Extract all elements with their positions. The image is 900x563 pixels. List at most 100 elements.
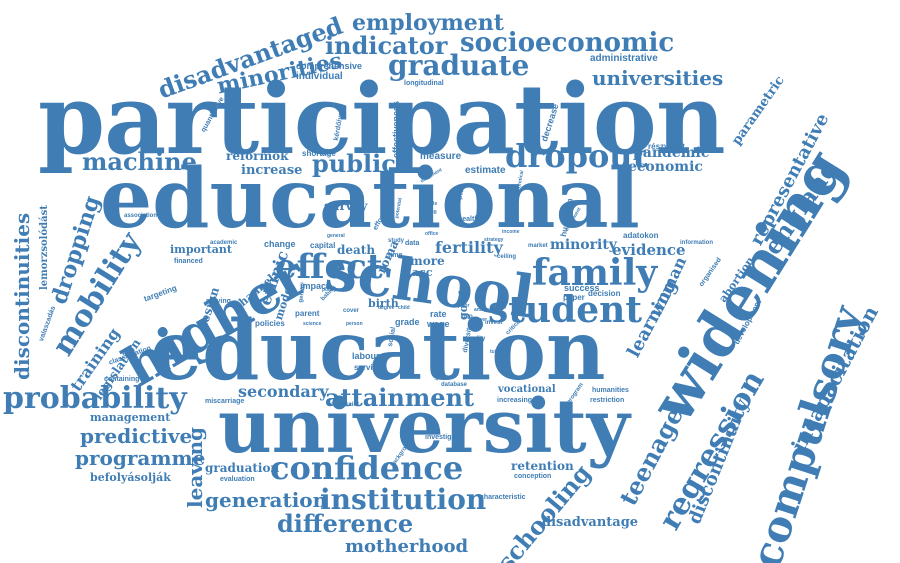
word-reszvetelt: részvételt [648, 142, 685, 151]
word-socioeconomic: socioeconomic [460, 28, 675, 58]
word-market: market [528, 243, 548, 249]
word-humanities: humanities [592, 387, 629, 394]
word-miscarriage: miscarriage [205, 398, 245, 405]
word-data: data [405, 240, 420, 247]
word-investigate: investigate [425, 434, 462, 441]
word-indicator: indicator [325, 31, 448, 60]
word-management: management [90, 411, 171, 424]
word-parent: parent [295, 309, 320, 318]
word-quality: quality [466, 336, 486, 342]
word-participation: participation [38, 63, 726, 176]
word-attainment: attainment [325, 383, 475, 412]
word-generation: generation [205, 488, 328, 512]
word-discontinuities: discontinuities [10, 212, 34, 380]
word-capital: capital [310, 241, 336, 250]
word-birth: birth [368, 297, 399, 310]
word-science: science [303, 321, 322, 327]
word-prior: prior [458, 303, 470, 309]
word-conception: conception [514, 473, 552, 480]
word-lemorzsolodast: lemorzsolódást [39, 205, 50, 290]
word-graduation: graduation [205, 461, 280, 475]
word-more: more [410, 254, 445, 268]
word-financed: financed [174, 258, 203, 265]
word-rate: rate [430, 309, 447, 319]
word-parametric: parametric [729, 73, 788, 149]
word-employment: employment [352, 10, 504, 36]
word-association: association [124, 213, 158, 219]
word-probability: probability [3, 381, 187, 416]
word-evaluation: evaluation [220, 476, 255, 483]
word-shortage: shortage [302, 149, 336, 158]
word-paper: paper [563, 293, 585, 302]
word-minority: minority [550, 237, 617, 253]
word-service: service [354, 363, 382, 372]
word-leaving: leaving [183, 426, 207, 508]
word-evidence: evidence [612, 241, 686, 259]
word-retention: retention [511, 459, 574, 473]
word-analysis: analysis [474, 307, 494, 313]
word-important: important [170, 243, 232, 256]
word-information: information [680, 240, 713, 246]
word-degree: degree [378, 305, 395, 311]
word-constraint: constraint [330, 402, 360, 408]
word-educational: educational [100, 151, 640, 247]
word-income: income [502, 229, 520, 235]
word-child: child [398, 305, 410, 311]
word-moving: moving [206, 298, 231, 305]
word-characteristic: characteristic [480, 494, 526, 501]
word-machine: machine [82, 147, 197, 176]
word-decision: decision [588, 289, 621, 298]
word-predictive: predictive [80, 424, 193, 448]
word-success: success [564, 283, 600, 293]
word-programme: programme [75, 446, 206, 470]
word-public: public [312, 149, 396, 178]
word-sample: sample [420, 201, 438, 207]
word-university: university [218, 384, 630, 470]
word-strategy: strategy [484, 237, 504, 243]
word-containing: containing [104, 376, 140, 383]
word-secondary: secondary [238, 382, 329, 401]
word-difference: difference [277, 509, 414, 538]
word-restriction: restriction [590, 397, 625, 404]
word-tuition: tuition [490, 349, 506, 355]
word-administrative: administrative [590, 53, 658, 64]
word-universities: universities [592, 66, 724, 90]
word-graduate: graduate [388, 49, 530, 82]
word-health: health [458, 216, 479, 223]
word-finding: finding [420, 209, 437, 215]
word-motherhood: motherhood [345, 536, 469, 557]
word-effectiveness: effectiveness [391, 100, 401, 158]
word-student: student [488, 289, 642, 331]
word-adatokon: adatokon [623, 231, 659, 240]
word-institution: institution [320, 483, 487, 516]
word-increasing: increasing [497, 397, 533, 404]
word-measure: measure [420, 151, 462, 162]
word-lower: lower [474, 317, 488, 323]
word-longitudinal: longitudinal [404, 80, 444, 87]
word-education: education [150, 303, 606, 399]
word-grade: grade [395, 317, 420, 327]
word-confidence: confidence [270, 449, 464, 487]
word-effect: effect [275, 247, 383, 287]
word-person: person [346, 321, 363, 327]
word-family: family [532, 252, 658, 294]
word-dropout: dropout [505, 137, 648, 175]
word-policies: policies [255, 319, 285, 328]
word-estimate: estimate [465, 165, 506, 176]
word-policy: policy [322, 287, 337, 293]
word-gap: gap [462, 314, 473, 320]
word-vocational: vocational [498, 384, 556, 395]
word-acc: acc [412, 266, 433, 279]
word-comprehensive: comprehensive [296, 61, 363, 71]
word-cover: cover [343, 308, 360, 314]
word-general: general [327, 233, 345, 239]
word-pandemic: pandemic [633, 145, 710, 161]
word-economic: economic [628, 159, 703, 175]
word-death: death [337, 243, 376, 257]
word-database: database [441, 382, 468, 388]
word-impact: impact [300, 281, 330, 291]
word-time: time [388, 252, 403, 259]
word-increase: increase [241, 163, 303, 178]
word-wage: wage [427, 319, 450, 329]
